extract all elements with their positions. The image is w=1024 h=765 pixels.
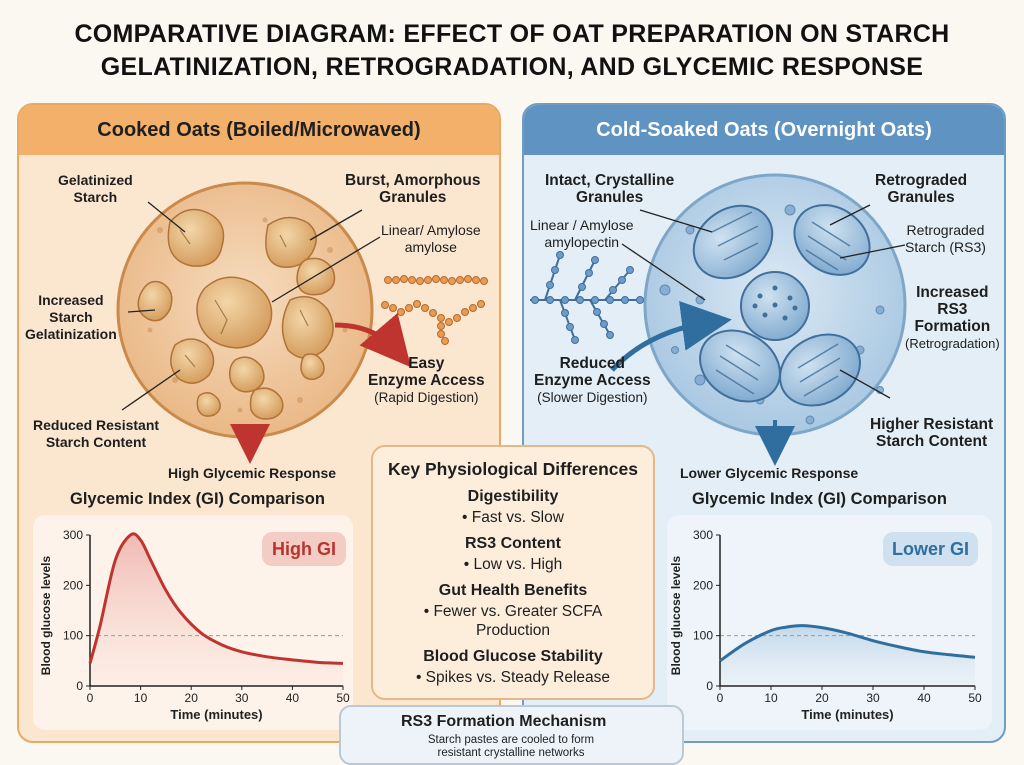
right-chart-x-tick: 30 [866,691,880,705]
key-differences-title: Key Physiological Differences [388,459,638,479]
left-chart-x-tick: 10 [134,691,148,705]
left-chart-y-tick: 100 [63,629,83,643]
key-value-glucose: • Spikes vs. Steady Release [415,669,611,686]
right-chart-x-tick: 50 [968,691,982,705]
right-chart-y-tick: 100 [693,629,713,643]
retrogradation-label: (Retrogradation) [905,336,1000,351]
slower-digestion-label: (Slower Digestion) [537,390,648,405]
reduced-enzyme-access-label: Reduced Enzyme Access (Slower Digestion) [534,355,651,405]
key-heading-digestibility: Digestibility [467,488,559,505]
left-chart-area [90,533,343,686]
retrograded-granules-label: Retrograded Granules [875,172,968,206]
burst-granules-label: Burst, Amorphous Granules [345,172,481,206]
left-chart-x-tick: 0 [87,691,94,705]
easy-access-arrow [334,312,411,368]
left-chart-x-tick: 20 [185,691,199,705]
left-chart-y-tick: 300 [63,528,83,542]
right-chart-area [720,625,975,686]
gelatinized-starch-circle [116,181,374,439]
left-chart-xlabel: Time (minutes) [170,707,262,722]
right-gi-title: Glycemic Index (GI) Comparison [692,490,947,508]
key-differences-box: Key Physiological Differences Digestibil… [371,445,655,700]
linear-amylopectin-label: Linear / Amylose amylopectin [530,217,634,250]
right-chart-x-tick: 40 [917,691,931,705]
left-chart-x-tick: 30 [235,691,249,705]
right-chart-series-line [719,624,976,663]
left-chart-x-tick: 50 [336,691,350,705]
amylopectin-branches [530,251,644,344]
key-value-digestibility: • Fast vs. Slow [462,509,564,526]
left-gi-title: Glycemic Index (GI) Comparison [70,490,325,508]
left-chart-series-line [88,532,344,665]
left-chart-ylabel: Blood glucose levels [39,555,53,675]
retrograded-starch-rs3-label: Retrograded Starch (RS3) [905,222,986,255]
right-chart-ylabel: Blood glucose levels [669,555,683,675]
intact-granules-label: Intact, Crystalline Granules [545,172,675,206]
right-chart-xlabel: Time (minutes) [801,707,893,722]
key-value-rs3: • Low vs. High [463,556,563,573]
page-title-line-2: GELATINIZATION, RETROGRADATION, AND GLYC… [100,53,924,81]
increased-rs3-formation-label: Increased RS3 Formation (Retrogradation) [905,284,1000,351]
linear-amylose-label: Linear/ Amylose amylose [381,222,481,255]
cold-soaked-oats-header: Cold-Soaked Oats (Overnight Oats) [524,105,1004,155]
lower-gi-badge: Lower GI [883,532,978,566]
reduced-resistant-starch-label: Reduced Resistant Starch Content [33,417,160,450]
rs3-mechanism-desc: Starch pastes are cooled to form resistan… [427,734,595,759]
key-value-gut-health-2: Production [475,622,551,639]
right-gi-chart: 0 10 20 30 40 50 0 100 200 300 Time (minutes) Blood… [669,528,982,722]
right-pointer-lines [621,204,906,399]
page-title-line-1: COMPARATIVE DIAGRAM: EFFECT OF OAT PREPA… [74,20,950,48]
left-chart-y-tick: 0 [76,679,83,693]
rs3-mechanism-box: RS3 Formation Mechanism Starch pastes ar… [339,705,684,765]
higher-resistant-starch-label: Higher Resistant Starch Content [870,416,994,450]
gelatinized-starch-label: Gelatinized Starch [58,172,133,205]
right-chart-y-tick: 300 [693,528,713,542]
right-chart-x-tick: 0 [717,691,724,705]
linear-amylose-chains [381,275,488,345]
key-heading-rs3: RS3 Content [465,535,561,552]
rs3-mechanism-title: RS3 Formation Mechanism [401,713,607,730]
key-heading-gut-health: Gut Health Benefits [438,582,588,599]
left-chart-x-tick: 40 [286,691,300,705]
right-chart-x-tick: 20 [815,691,829,705]
page-title: COMPARATIVE DIAGRAM: EFFECT OF OAT PREPA… [0,18,1024,84]
key-heading-glucose: Blood Glucose Stability [423,648,603,665]
rapid-digestion-label: (Rapid Digestion) [374,390,479,405]
left-chart-y-tick: 200 [63,578,83,592]
key-value-gut-health: • Fewer vs. Greater SCFA [423,603,603,620]
easy-enzyme-access-label: Easy Enzyme Access (Rapid Digestion) [368,355,485,405]
high-gi-badge: High GI [262,532,346,566]
left-pointer-lines [121,201,381,411]
right-chart-x-tick: 10 [764,691,778,705]
high-glycemic-response-label: High Glycemic Response [168,465,337,481]
increased-gelatinization-label: Increased Starch Gelatinization [25,292,117,342]
lower-glycemic-response-label: Lower Glycemic Response [680,465,859,481]
reduced-access-arrow [610,301,732,372]
cooked-oats-header: Cooked Oats (Boiled/Microwaved) [19,105,499,155]
right-chart-y-tick: 200 [693,578,713,592]
left-gi-chart: 0 10 20 30 40 50 0 100 200 300 Time (minutes) Blood… [39,528,350,722]
right-chart-y-tick: 0 [706,679,713,693]
